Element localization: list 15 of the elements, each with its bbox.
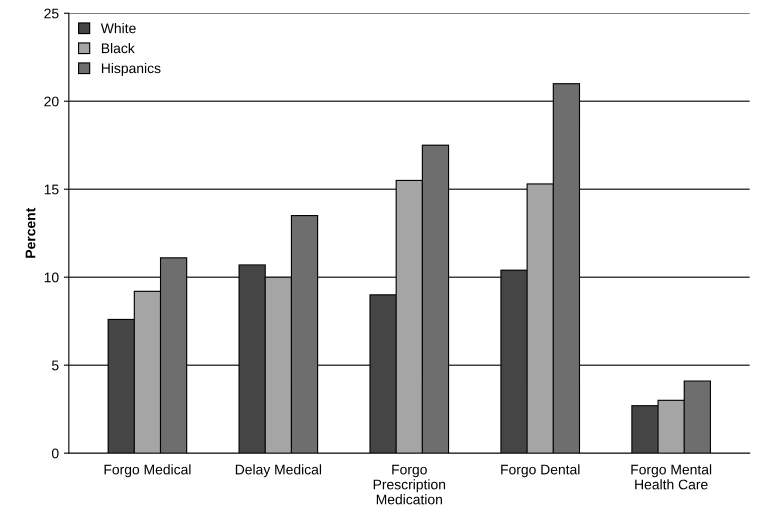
y-axis-title: Percent xyxy=(26,208,36,258)
y-tick-label: 10 xyxy=(44,272,59,282)
x-tick-label: Forgo Dental xyxy=(501,464,580,478)
x-tick-label: Forgo Mental Health Care xyxy=(631,464,712,490)
legend-label: White xyxy=(100,23,136,34)
y-tick-label: 15 xyxy=(44,184,59,194)
y-tick-label: 5 xyxy=(52,360,59,370)
y-tick-label: 20 xyxy=(44,96,59,106)
legend-label: Hispanics xyxy=(102,62,160,76)
y-tick-label: 0 xyxy=(52,448,59,458)
x-tick-label: Forgo Medical xyxy=(104,464,190,478)
x-tick-label: Forgo Prescription Medication xyxy=(374,464,446,504)
x-tick-label: Delay Medical xyxy=(236,464,322,478)
legend-label: Black xyxy=(102,43,135,54)
y-tick-label: 25 xyxy=(44,8,59,18)
